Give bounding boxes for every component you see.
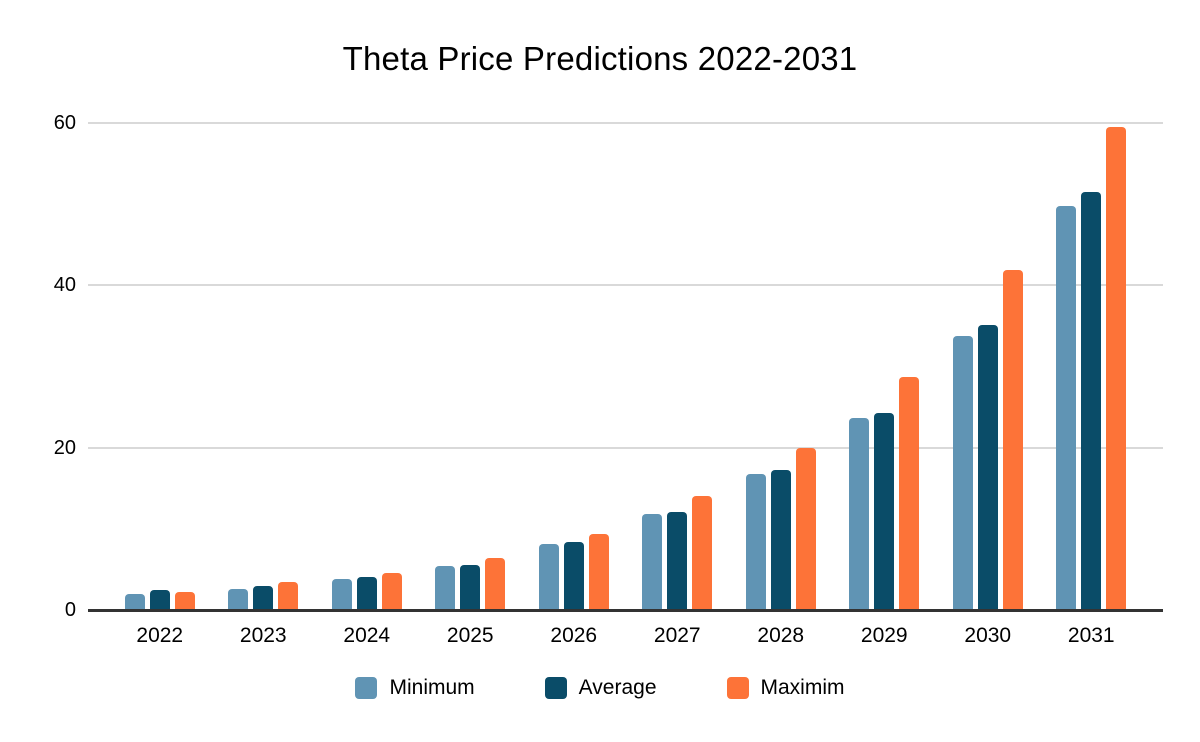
- bar-minimum-2031: [1056, 205, 1077, 609]
- bar-group-2026: [522, 122, 626, 609]
- bar-group-2031: [1040, 122, 1144, 609]
- bar-maximim-2022: [174, 592, 195, 609]
- bar-maximim-2031: [1106, 126, 1127, 609]
- bar-maximim-2026: [588, 533, 609, 609]
- legend: Minimum Average Maximim: [0, 676, 1200, 700]
- gridline-20: [88, 446, 1163, 449]
- chart-title: Theta Price Predictions 2022-2031: [342, 40, 858, 77]
- legend-label-minimum: Minimum: [389, 676, 475, 699]
- plot-area: 0 20 40 60: [54, 112, 1163, 621]
- x-axis-label-2023: 2023: [239, 624, 287, 647]
- x-axis-line: [88, 609, 1163, 612]
- bar-minimum-2024: [331, 579, 352, 609]
- legend-item-maximim: Maximim: [726, 676, 845, 700]
- bar-minimum-2026: [538, 544, 559, 609]
- bar-average-2030: [977, 324, 998, 609]
- legend-item-minimum: Minimum: [355, 676, 475, 700]
- bar-maximim-2025: [485, 557, 506, 609]
- bar-average-2024: [356, 576, 377, 609]
- gridline-40: [88, 284, 1163, 287]
- bar-group-2030: [936, 122, 1040, 609]
- bar-group-2027: [626, 122, 730, 609]
- bar-group-2028: [729, 122, 833, 609]
- x-axis-label-2028: 2028: [757, 624, 805, 647]
- bar-average-2029: [874, 412, 895, 609]
- bar-average-2022: [149, 590, 170, 609]
- x-axis-label-2026: 2026: [550, 624, 598, 647]
- bar-group-2022: [108, 122, 212, 609]
- bar-maximim-2027: [692, 496, 713, 609]
- bar-maximim-2030: [1002, 269, 1023, 609]
- bar-average-2028: [770, 470, 791, 609]
- y-axis-label-60: 60: [53, 112, 76, 134]
- gridline-60: [88, 122, 1163, 124]
- x-axis-label-2031: 2031: [1067, 624, 1115, 647]
- x-axis-label-2025: 2025: [446, 624, 494, 647]
- legend-swatch-average: [544, 677, 567, 699]
- bar-minimum-2030: [952, 335, 973, 609]
- legend-swatch-minimum: [355, 677, 378, 699]
- legend-swatch-maximim: [726, 677, 749, 699]
- x-axis-labels: 2022 2023 2024 2025 2026 2027 2028 2029 2030 2031: [108, 624, 1143, 648]
- bar-maximim-2024: [381, 573, 402, 609]
- bar-group-2024: [315, 122, 419, 609]
- legend-label-average: Average: [578, 676, 657, 699]
- bar-maximim-2028: [795, 448, 816, 609]
- bar-maximim-2023: [278, 582, 299, 609]
- bar-minimum-2028: [745, 474, 766, 609]
- bar-group-2029: [833, 122, 937, 609]
- x-axis-label-2024: 2024: [343, 624, 391, 647]
- bar-group-2023: [212, 122, 316, 609]
- bar-average-2023: [253, 586, 274, 609]
- bar-average-2027: [667, 512, 688, 609]
- y-axis-label-20: 20: [53, 436, 76, 459]
- bar-minimum-2023: [228, 588, 249, 609]
- bar-average-2026: [563, 541, 584, 609]
- bar-minimum-2022: [124, 594, 145, 609]
- bar-group-2025: [419, 122, 523, 609]
- y-axis-label-40: 40: [53, 274, 76, 297]
- y-axis-label-0: 0: [64, 599, 76, 621]
- bar-maximim-2029: [899, 376, 920, 609]
- x-axis-label-2030: 2030: [964, 624, 1012, 647]
- x-axis-label-2027: 2027: [653, 624, 701, 647]
- bar-average-2025: [460, 565, 481, 609]
- bar-average-2031: [1081, 191, 1102, 609]
- bar-minimum-2029: [849, 418, 870, 609]
- legend-label-maximim: Maximim: [760, 676, 845, 699]
- bar-minimum-2025: [435, 566, 456, 609]
- x-axis-label-2029: 2029: [860, 624, 908, 647]
- bar-minimum-2027: [642, 514, 663, 609]
- bars-container: [108, 122, 1143, 609]
- x-axis-label-2022: 2022: [136, 624, 184, 647]
- legend-item-average: Average: [544, 676, 657, 700]
